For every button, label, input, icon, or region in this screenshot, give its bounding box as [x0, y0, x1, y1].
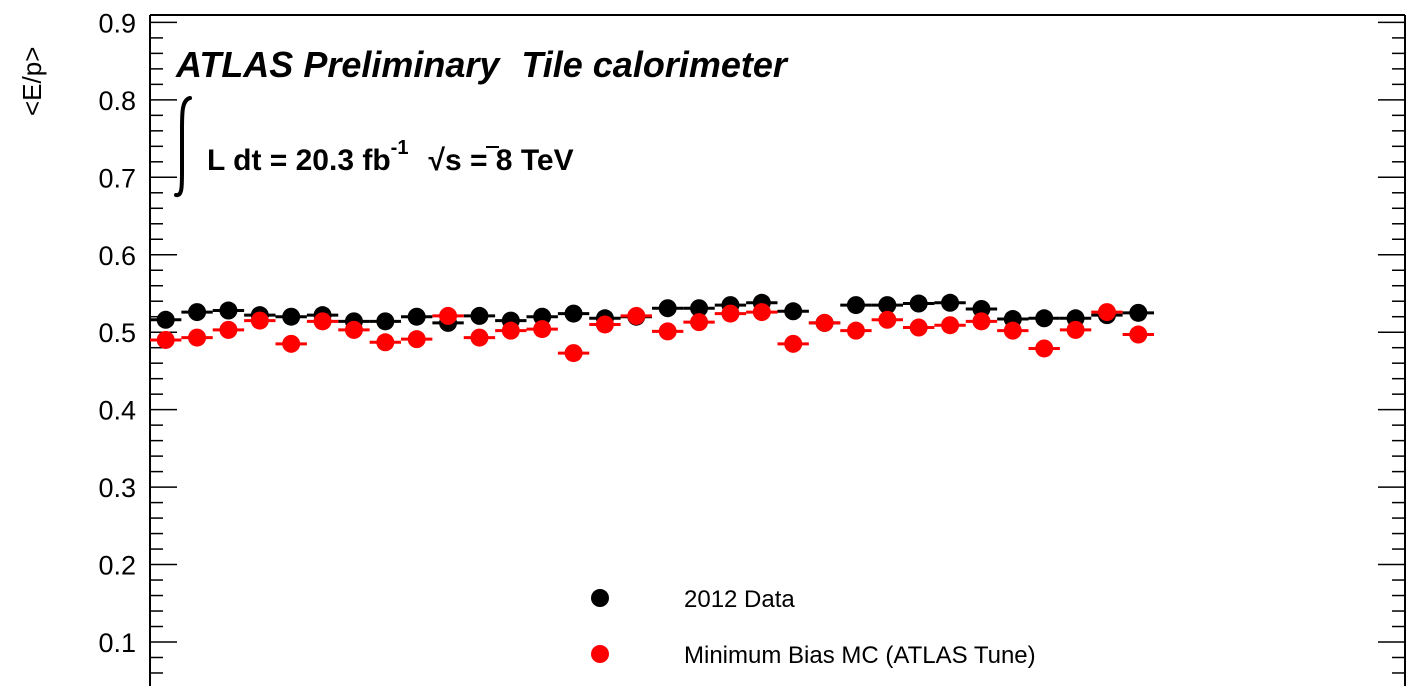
luminosity-label: L dt = 20.3 fb-1 √s = 8 TeV — [174, 96, 574, 198]
data-point — [878, 310, 897, 329]
data-point — [784, 302, 803, 321]
data-point — [376, 312, 395, 331]
chart-title: ATLAS Preliminary Tile calorimeter — [175, 44, 789, 85]
y-tick-label: 0.5 — [98, 318, 136, 348]
atlas-label: ATLAS Preliminary Tile calorimeter — [175, 44, 789, 85]
y-axis-label: <E/p> — [17, 47, 47, 116]
data-point — [1066, 320, 1085, 339]
data-point — [250, 311, 269, 330]
data-point — [815, 313, 834, 332]
data-point — [564, 344, 583, 363]
plot-frame — [149, 14, 1406, 686]
y-axis-tick-labels: 0.1 0.2 0.3 0.4 0.5 0.6 0.7 0.8 0.9 — [98, 8, 136, 658]
data-point — [188, 328, 207, 347]
series-mc — [150, 303, 1154, 363]
data-point — [878, 296, 897, 315]
y-tick-label: 0.7 — [98, 163, 136, 193]
data-point — [470, 328, 489, 347]
legend-marker-mc — [591, 645, 609, 663]
svg-text:L dt = 20.3 fb-1√s = 8 TeV: L dt = 20.3 fb-1 √s = 8 TeV — [207, 137, 574, 177]
data-point — [1129, 325, 1148, 344]
data-point — [282, 307, 301, 326]
energy-text: s = 8 TeV — [445, 144, 574, 177]
data-point — [219, 320, 238, 339]
title-experiment: ATLAS Preliminary — [175, 44, 501, 85]
data-point — [533, 307, 552, 326]
data-point — [1035, 309, 1054, 328]
legend-label-data: 2012 Data — [684, 586, 795, 613]
data-point — [658, 299, 677, 318]
data-point — [690, 299, 709, 318]
data-point — [909, 318, 928, 337]
data-point — [941, 316, 960, 335]
y-tick-label: 0.1 — [98, 628, 136, 658]
data-point — [188, 303, 207, 322]
data-point — [690, 313, 709, 332]
y-tick-label: 0.3 — [98, 473, 136, 503]
data-point — [501, 321, 520, 340]
data-point — [595, 315, 614, 334]
data-point — [407, 330, 426, 349]
legend-marker-data — [591, 589, 609, 607]
data-point — [376, 333, 395, 352]
data-point — [282, 334, 301, 353]
y-tick-label: 0.2 — [98, 551, 136, 581]
data-point — [627, 306, 646, 325]
sqrt-symbol: √ — [428, 144, 445, 177]
data-point — [846, 296, 865, 315]
data-point — [972, 312, 991, 331]
y-axis-ticks — [150, 21, 1405, 674]
data-markers — [150, 293, 1154, 363]
data-point — [219, 301, 238, 320]
data-point — [1003, 321, 1022, 340]
data-point — [941, 293, 960, 312]
y-tick-label: 0.6 — [98, 241, 136, 271]
data-point — [1129, 303, 1148, 322]
data-point — [1035, 339, 1054, 358]
data-point — [564, 304, 583, 323]
data-point — [470, 306, 489, 325]
data-point — [156, 310, 175, 329]
data-point — [972, 299, 991, 318]
series-data — [150, 293, 1154, 332]
integral-sign-icon — [174, 96, 192, 198]
luminosity-exponent: -1 — [391, 137, 409, 159]
data-point — [784, 334, 803, 353]
legend-label-mc: Minimum Bias MC (ATLAS Tune) — [684, 642, 1036, 669]
data-point — [156, 330, 175, 349]
title-detector: Tile calorimeter — [521, 44, 788, 85]
data-point — [407, 307, 426, 326]
data-point — [344, 320, 363, 339]
y-tick-label: 0.9 — [98, 8, 136, 38]
luminosity-text: L dt = 20.3 fb — [207, 144, 391, 177]
data-point — [658, 322, 677, 341]
data-point — [909, 294, 928, 313]
data-point — [1097, 303, 1116, 322]
data-point — [721, 304, 740, 323]
data-point — [533, 320, 552, 339]
legend: 2012 Data Minimum Bias MC (ATLAS Tune) — [591, 586, 1036, 669]
y-tick-label: 0.8 — [98, 86, 136, 116]
data-point — [313, 312, 332, 331]
data-point — [752, 303, 771, 322]
data-point — [846, 321, 865, 340]
y-tick-label: 0.4 — [98, 396, 136, 426]
data-point — [439, 306, 458, 325]
